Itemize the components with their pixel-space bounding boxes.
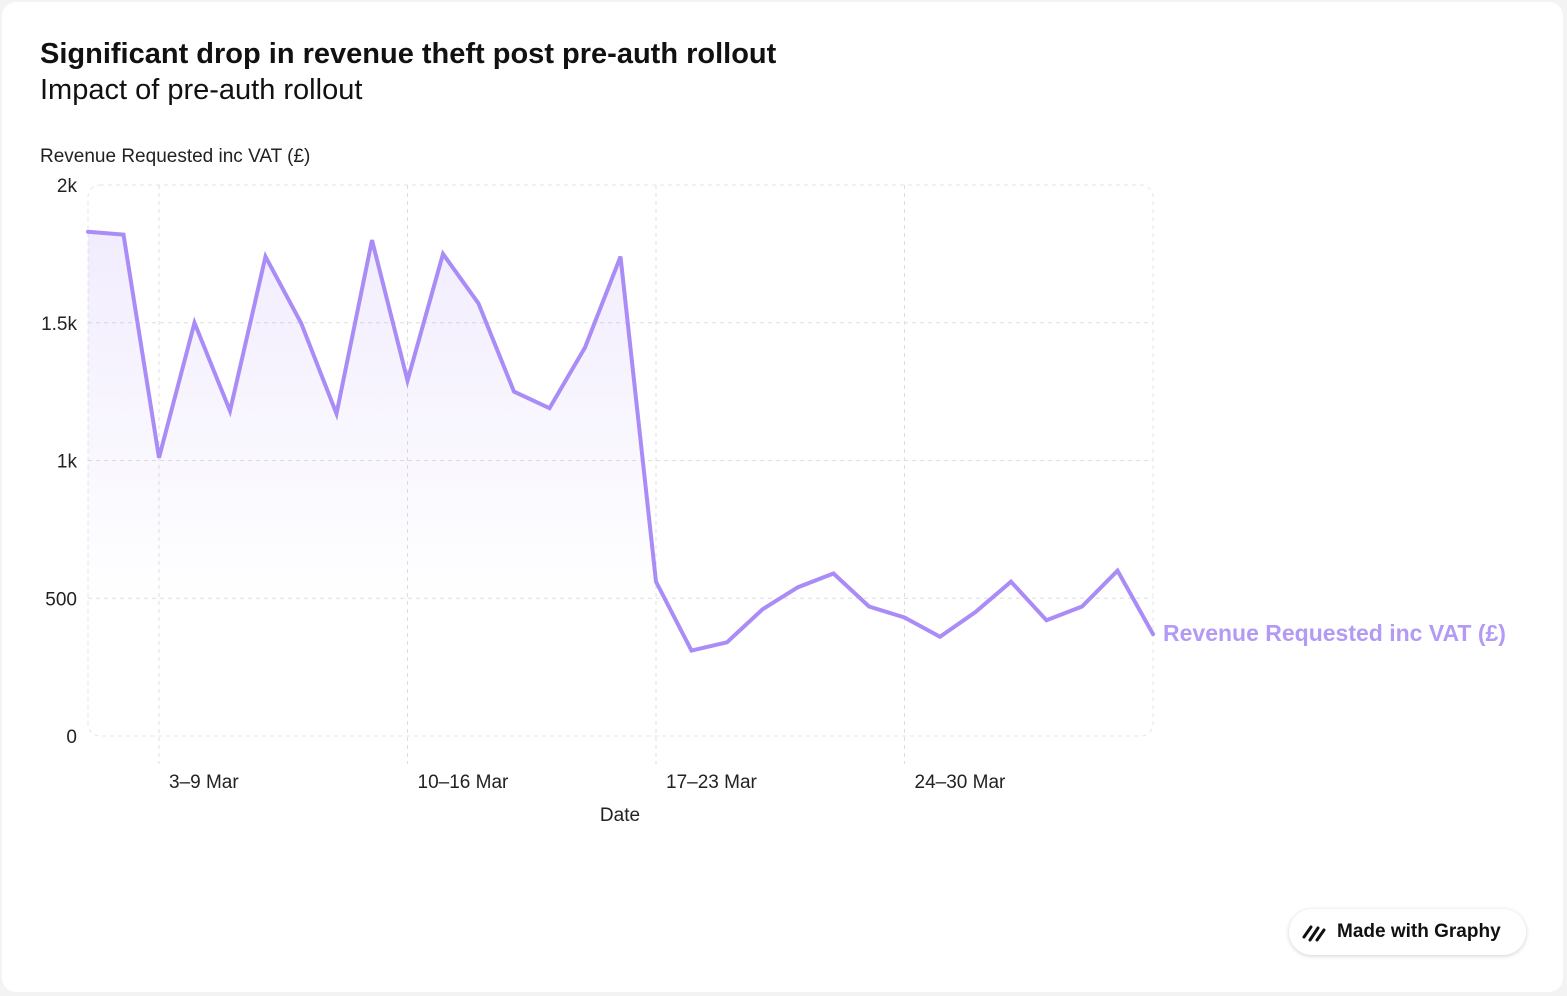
x-tick-label: 10–16 Mar	[418, 772, 510, 793]
data-point	[691, 650, 692, 652]
data-point	[1152, 633, 1154, 635]
data-point	[407, 380, 408, 382]
data-point	[336, 413, 337, 415]
data-point	[478, 303, 479, 304]
data-point	[1010, 581, 1012, 583]
data-point	[1117, 570, 1118, 572]
data-point	[158, 457, 160, 459]
data-point	[939, 636, 941, 638]
data-point	[904, 617, 905, 618]
x-axis-label: Date	[600, 805, 640, 826]
series-area-fill	[88, 231, 1153, 737]
data-point	[549, 407, 550, 409]
data-point	[371, 239, 373, 241]
data-point	[513, 391, 515, 393]
data-point	[265, 256, 266, 258]
data-point	[655, 581, 657, 583]
chart-subtitle: Impact of pre-auth rollout	[40, 74, 363, 106]
data-point	[868, 606, 870, 607]
data-point	[442, 253, 444, 255]
data-point	[762, 608, 763, 610]
chart-title: Significant drop in revenue theft post p…	[40, 38, 777, 70]
data-point	[584, 347, 586, 348]
graphy-logo-icon	[1301, 919, 1327, 945]
data-point	[1046, 619, 1047, 621]
y-tick-label: 500	[45, 589, 77, 610]
x-tick-label: 17–23 Mar	[666, 772, 758, 793]
made-with-graphy-badge[interactable]: Made with Graphy	[1289, 909, 1526, 955]
data-point	[1081, 606, 1083, 607]
data-point	[229, 410, 231, 412]
y-axis-label: Revenue Requested inc VAT (£)	[40, 146, 311, 167]
data-point	[975, 611, 976, 613]
y-tick-label: 2k	[57, 176, 78, 197]
y-tick-label: 1k	[57, 452, 78, 473]
series-label: Revenue Requested inc VAT (£)	[1163, 620, 1506, 646]
data-point	[726, 641, 728, 643]
y-tick-label: 1.5k	[41, 314, 77, 335]
data-point	[797, 586, 799, 588]
y-tick-label: 0	[66, 727, 77, 748]
badge-label: Made with Graphy	[1337, 921, 1501, 942]
data-point	[833, 573, 834, 574]
data-point	[87, 231, 89, 233]
data-point	[123, 234, 124, 236]
data-point	[300, 322, 302, 324]
x-tick-label: 24–30 Mar	[915, 772, 1007, 793]
data-point	[194, 322, 195, 324]
data-point	[620, 256, 621, 258]
x-tick-label: 3–9 Mar	[169, 772, 239, 793]
